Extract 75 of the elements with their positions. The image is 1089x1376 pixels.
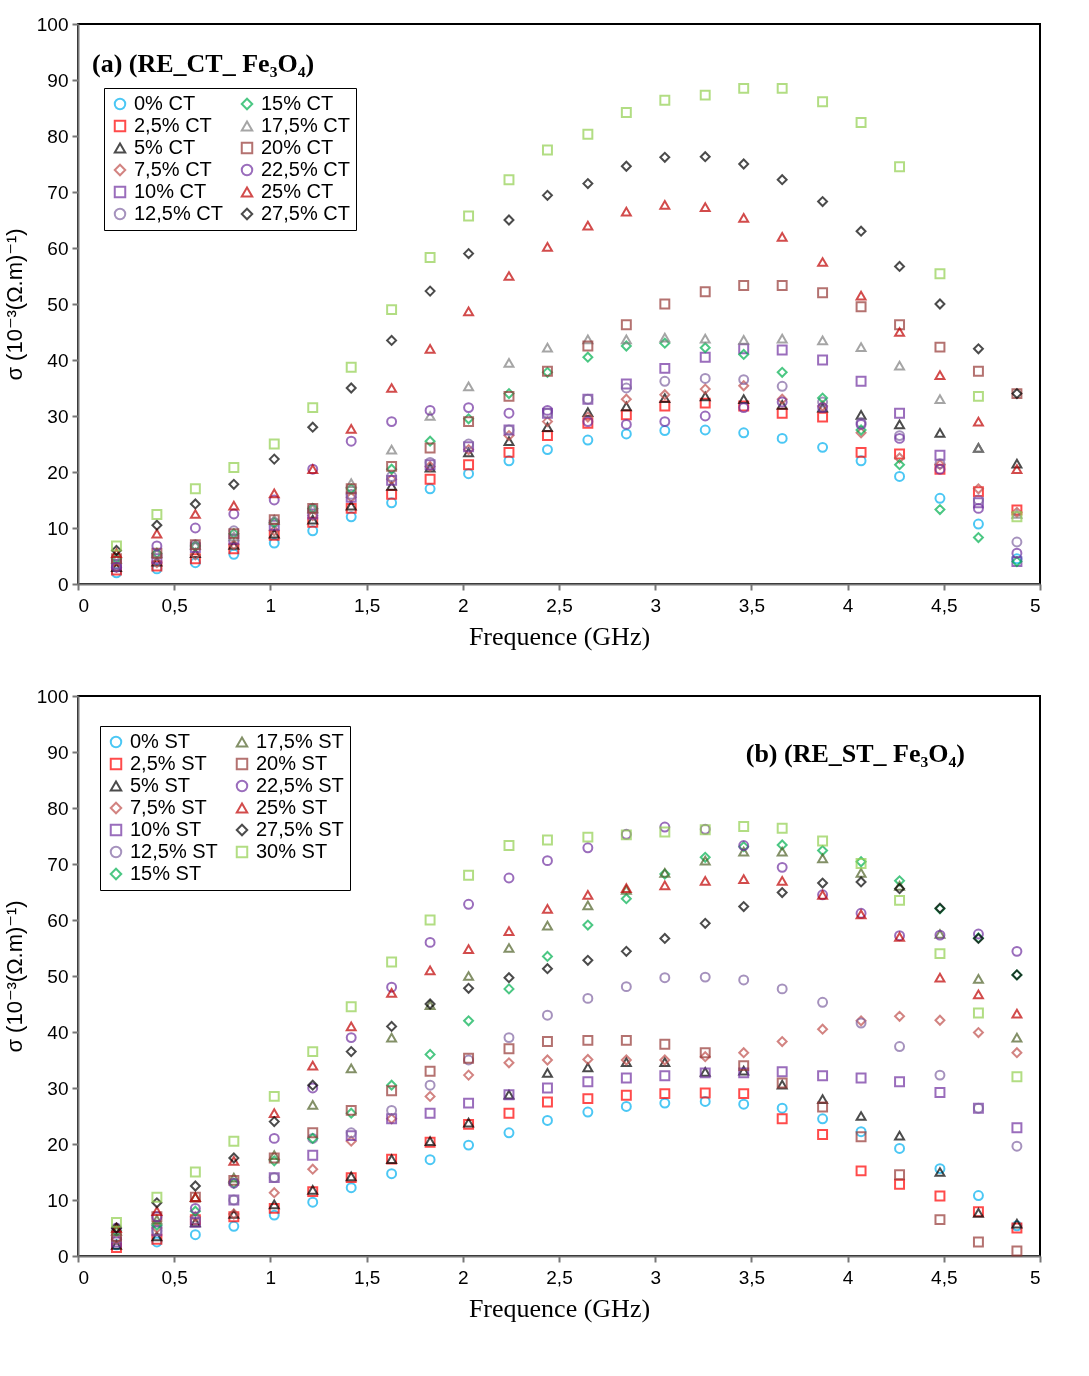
x-tick-label: 3 [650, 1266, 661, 1288]
legend-label: 0% ST [130, 730, 191, 752]
y-tick-label: 90 [47, 741, 69, 763]
legend-label: 30% ST [256, 840, 328, 862]
text: 17,5% CT [261, 114, 350, 136]
y-tick-label: 70 [47, 853, 69, 875]
text: 25% CT [261, 180, 334, 202]
y-tick-label: 10 [47, 517, 69, 539]
x-tick-label: 0 [78, 594, 90, 616]
x-tick-label: 1 [265, 1266, 277, 1288]
x-tick-label: 2,5 [546, 594, 573, 616]
text: 15% CT [261, 92, 334, 114]
y-axis-title: σ (10⁻³(Ω.m)⁻¹) [1, 228, 27, 381]
x-tick-label: 2 [458, 594, 469, 616]
y-tick-label: 0 [57, 1245, 69, 1267]
x-tick-label: 1,5 [353, 594, 381, 616]
legend-label: 17,5% ST [256, 730, 344, 752]
x-tick-label: 3 [650, 594, 661, 616]
legend-label: 5% ST [130, 774, 191, 796]
y-tick-label: 30 [47, 405, 69, 427]
x-axis-title: Frequence (GHz) [468, 1293, 651, 1323]
x-tick-label: 1 [265, 594, 277, 616]
x-tick-label: 5 [1029, 1266, 1041, 1288]
y-tick-label: 100 [36, 13, 69, 35]
text: 7,5% CT [134, 158, 212, 180]
text: 0% CT [134, 92, 196, 114]
legend-label: 20% ST [256, 752, 328, 774]
y-tick-label: 40 [47, 349, 69, 371]
text: 20% CT [261, 136, 334, 158]
x-tick-label: 4 [842, 594, 854, 616]
y-axis-title: σ (10⁻³(Ω.m)⁻¹) [1, 900, 27, 1053]
x-tick-label: 0,5 [161, 594, 188, 616]
text: 27,5% CT [261, 202, 350, 224]
x-tick-label: 4,5 [931, 594, 958, 616]
y-tick-label: 50 [47, 965, 69, 987]
x-tick-label: 0,5 [161, 1266, 188, 1288]
legend-label: 25% ST [256, 796, 328, 818]
y-tick-label: 0 [57, 573, 69, 595]
text: 12,5% CT [134, 202, 223, 224]
x-tick-label: 2,5 [546, 1266, 573, 1288]
legend-label: 27,5% ST [256, 818, 344, 840]
y-tick-label: 60 [47, 237, 69, 259]
legend-label: 7,5% ST [130, 796, 207, 818]
y-tick-label: 50 [47, 293, 69, 315]
y-tick-label: 20 [47, 461, 69, 483]
annotation: (a) (RE_CT_ Fe₃O₄) [92, 49, 315, 78]
annotation: (b) (RE_ST_ Fe₃O₄) [745, 739, 965, 768]
legend-label: 12,5% ST [130, 840, 218, 862]
y-tick-label: 80 [47, 797, 69, 819]
x-tick-label: 4 [842, 1266, 854, 1288]
y-tick-label: 10 [47, 1189, 69, 1211]
text: 5% CT [134, 136, 196, 158]
x-tick-label: 0 [78, 1266, 90, 1288]
x-tick-label: 3,5 [738, 1266, 766, 1288]
y-tick-label: 30 [47, 1077, 69, 1099]
legend-label: 2,5% ST [130, 752, 207, 774]
x-tick-label: 1,5 [353, 1266, 381, 1288]
y-tick-label: 20 [47, 1133, 69, 1155]
y-tick-label: 60 [47, 909, 69, 931]
y-tick-label: 40 [47, 1021, 69, 1043]
y-tick-label: 80 [47, 125, 69, 147]
x-tick-label: 5 [1029, 594, 1041, 616]
x-tick-label: 3,5 [738, 594, 766, 616]
x-axis-title: Frequence (GHz) [468, 621, 651, 651]
legend-label: 10% ST [130, 818, 202, 840]
x-tick-label: 2 [458, 1266, 469, 1288]
x-tick-label: 4,5 [931, 1266, 958, 1288]
text: 2,5% CT [134, 114, 212, 136]
y-tick-label: 100 [36, 685, 69, 707]
legend-label: 15% ST [130, 862, 202, 884]
y-tick-label: 90 [47, 69, 69, 91]
text: 22,5% CT [261, 158, 350, 180]
y-tick-label: 70 [47, 181, 69, 203]
text: 10% CT [134, 180, 207, 202]
legend-label: 22,5% ST [256, 774, 344, 796]
